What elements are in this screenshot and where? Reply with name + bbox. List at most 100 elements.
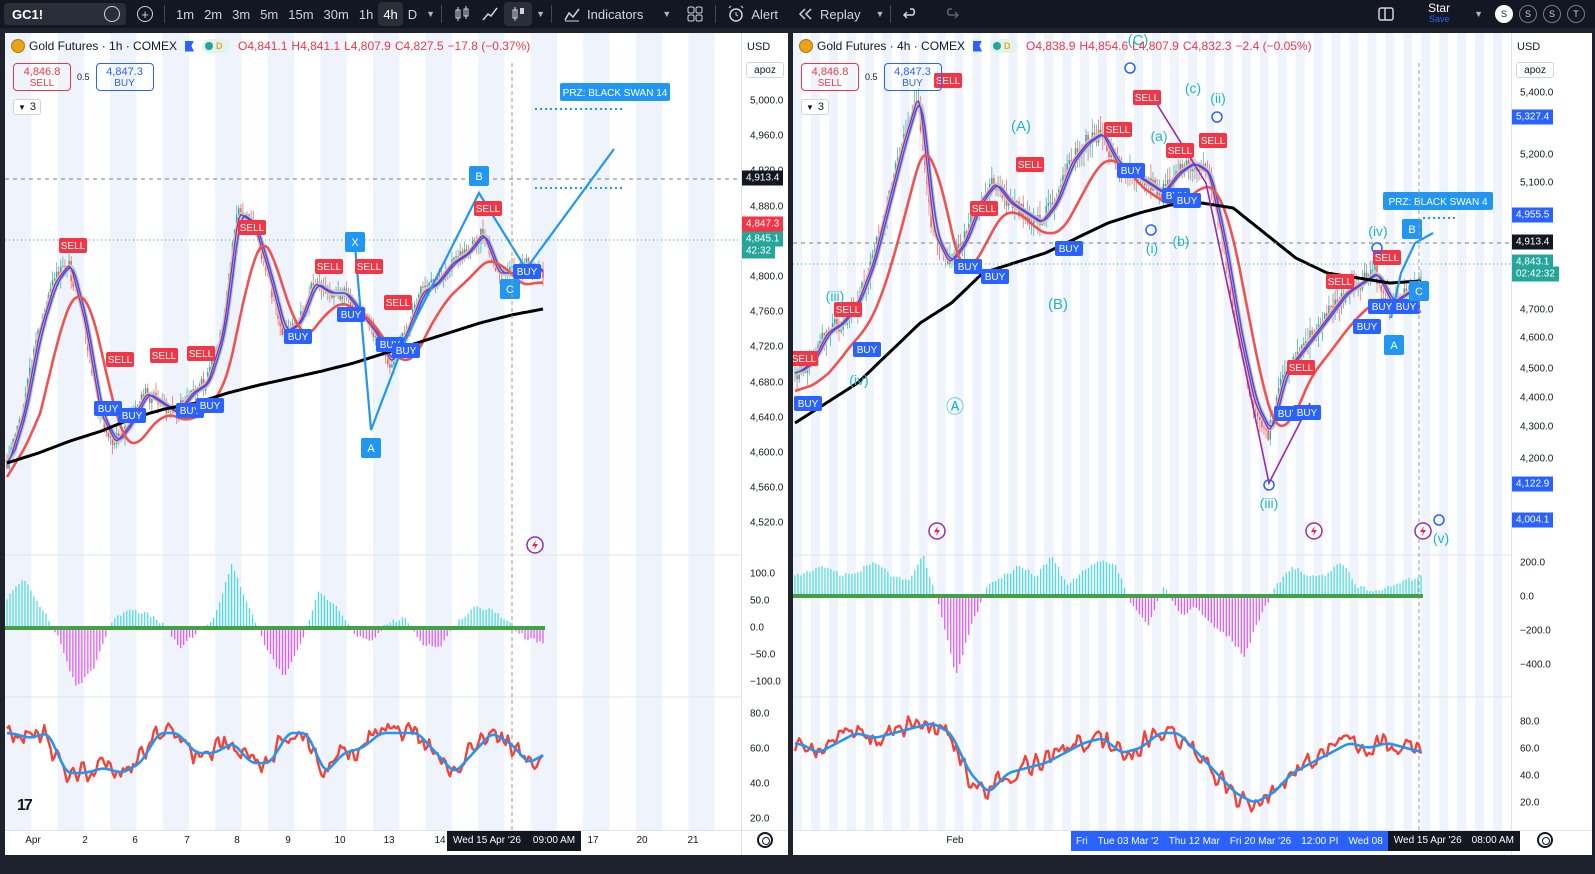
price-scale-right[interactable]: USD apoz 5,400.0 5,200.0 5,100.0 4,700.0 4,6… [1511,33,1592,855]
buy-signal[interactable]: BUY [794,396,822,411]
scale-mode-button[interactable]: apoz [746,62,784,78]
buy-signal[interactable]: BUY [94,401,122,416]
sell-button[interactable]: 4,846.8 SELL [13,63,71,91]
timeframe-5m[interactable]: 5m [260,6,279,22]
time-axis-right[interactable]: Feb Fri Tue 03 Mar '2 Thu 12 Mar Fri 20 Mar … [793,830,1592,851]
sell-signal[interactable]: SELL [834,302,862,317]
candle-type-button[interactable] [504,2,533,26]
chevron-down-icon[interactable]: ▼ [426,9,436,19]
currency-label[interactable]: USD [747,41,771,53]
sell-signal[interactable]: SELL [474,201,502,216]
sell-signal[interactable]: SELL [1166,143,1194,158]
scale-mode-button[interactable]: apoz [1516,62,1554,78]
timeframe-3m[interactable]: 3m [232,6,251,22]
chart-pane-right[interactable]: SELL SELL SELL SELL SELL SELL SELL SELL SELL SELL… [793,33,1592,855]
bar-style-button[interactable] [448,2,476,26]
chevron-down-icon[interactable]: ▼ [875,9,885,19]
buy-signal[interactable]: BUY [981,269,1009,284]
currency-label[interactable]: USD [1517,41,1541,53]
sell-signal[interactable]: SELL [1287,360,1315,375]
buy-signal[interactable]: BUY [853,342,881,357]
buy-signal[interactable]: BUY [1117,163,1145,178]
settings-gear-icon[interactable] [1537,832,1553,848]
buy-signal[interactable]: BUY [1055,241,1083,256]
buy-signal[interactable]: BUY [1392,299,1420,314]
pattern-point-A[interactable]: A [361,438,381,458]
sell-signal[interactable]: SELL [970,201,998,216]
chart-pane-left[interactable]: SELL SELL SELL SELL SELL SELL SELL SELL SELL BUY B… [5,33,788,855]
sell-signal[interactable]: SELL [1104,122,1132,137]
timeframe-15m[interactable]: 15m [288,6,314,22]
sell-signal[interactable]: SELL [1199,133,1227,148]
timeframe-4h[interactable]: 4h [378,2,403,26]
buy-signal[interactable]: BUY [392,343,420,358]
time-axis-left[interactable]: Apr 2 6 7 8 9 10 13 14 17 20 21 Wed 15 Apr '26 09:00 … [5,830,788,851]
undo-button[interactable] [897,2,925,26]
settings-gear-icon[interactable] [757,832,773,848]
sell-signal[interactable]: SELL [238,220,266,235]
replay-button[interactable]: Replay [791,2,865,26]
buy-signal[interactable]: BUY [1368,299,1396,314]
buy-signal[interactable]: BUY [1353,319,1381,334]
chevron-down-icon[interactable]: ▼ [536,9,546,19]
buy-signal[interactable]: BUY [954,259,982,274]
pattern-point-X[interactable]: X [345,232,365,252]
sell-signal[interactable]: SELL [106,352,134,367]
user-button-4[interactable]: T [1567,5,1585,23]
event-icon[interactable] [526,536,544,554]
buy-signal[interactable]: BUY [118,408,146,423]
buy-signal[interactable]: BUY [1173,193,1201,208]
layout-button[interactable] [681,2,709,26]
buy-signal[interactable]: BUY [284,329,312,344]
flag-icon[interactable] [973,40,983,52]
indicator-toggle[interactable]: ▼ 3 [13,99,41,115]
buy-signal[interactable]: BUY [1293,405,1321,420]
timeframe-1m[interactable]: 1m [176,6,195,22]
pattern-point-A[interactable]: A [1384,335,1404,355]
pattern-point-B[interactable]: B [1402,219,1422,239]
buy-button[interactable]: 4,847.3 BUY [883,63,942,91]
user-button-2[interactable]: S [1519,5,1537,23]
user-button-3[interactable]: S [1543,5,1561,23]
prz-label[interactable]: PRZ: BLACK SWAN 4 [1383,192,1493,210]
user-button-1[interactable]: S [1495,5,1513,23]
flag-icon[interactable] [185,40,195,52]
buy-signal[interactable]: BUY [337,307,365,322]
redo-button[interactable] [937,2,965,26]
buy-button[interactable]: 4,847.3 BUY [95,63,154,91]
chevron-down-icon[interactable]: ▼ [662,9,672,19]
event-icon[interactable] [1305,522,1323,540]
pattern-point-B[interactable]: B [469,166,489,186]
sell-signal[interactable]: SELL [384,295,412,310]
price-scale-left[interactable]: USD apoz 5,000.04,960.04,920.04,880.04,8… [741,33,788,855]
sell-signal[interactable]: SELL [1016,157,1044,172]
prz-label[interactable]: PRZ: BLACK SWAN 14 [560,83,670,101]
pattern-point-C[interactable]: C [500,279,520,299]
event-icon[interactable] [928,522,946,540]
symbol-search[interactable]: GC1! [4,3,126,25]
alert-button[interactable]: Alert [722,2,783,26]
fullscreen-button[interactable] [1372,2,1400,26]
save-layout-button[interactable]: Star Save [1428,2,1450,25]
price-chart-right[interactable]: SELL SELL SELL SELL SELL SELL SELL SELL SELL SELL… [793,33,1511,855]
indicator-toggle[interactable]: ▼ 3 [801,99,829,115]
sell-signal[interactable]: SELL [355,259,383,274]
sell-signal[interactable]: SELL [793,351,818,366]
sell-signal[interactable]: SELL [187,346,215,361]
sell-button[interactable]: 4,846.8 SELL [801,63,859,91]
sell-signal[interactable]: SELL [59,238,87,253]
buy-signal[interactable]: BUY [196,398,224,413]
add-symbol-button[interactable]: + [132,2,158,26]
timeframe-D[interactable]: D [407,6,418,22]
event-icon[interactable] [1414,522,1432,540]
chevron-down-icon[interactable]: ▼ [1474,9,1483,19]
chart-type-button[interactable] [476,2,504,26]
buy-signal[interactable]: BUY [513,264,541,279]
timeframe-30m[interactable]: 30m [323,6,349,22]
sell-signal[interactable]: SELL [1373,250,1401,265]
sell-signal[interactable]: SELL [1326,274,1354,289]
sell-signal[interactable]: SELL [315,259,343,274]
sell-signal[interactable]: SELL [150,348,178,363]
timeframe-2m[interactable]: 2m [204,6,223,22]
compare-icon[interactable] [104,6,120,22]
